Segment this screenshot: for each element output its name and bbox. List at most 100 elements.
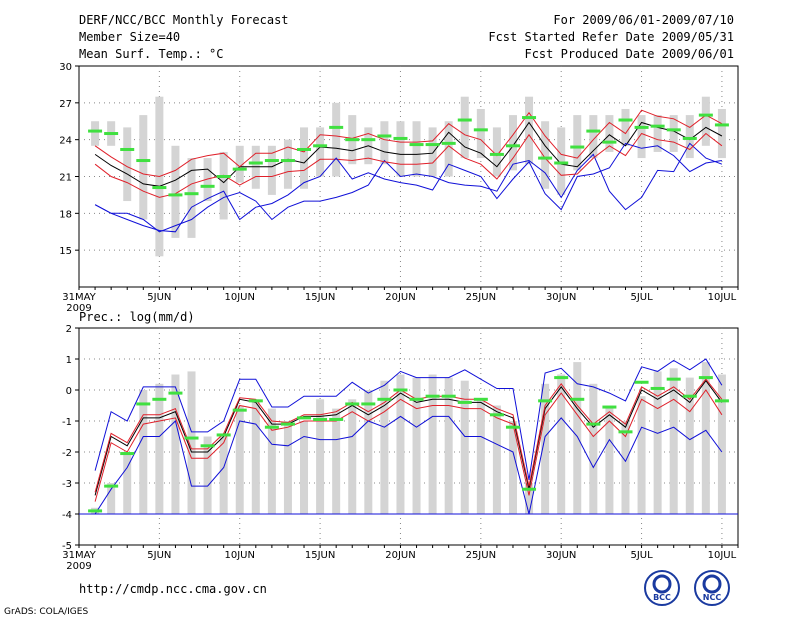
temp-xtick-label: 30JUN [546,292,576,303]
prec-xtick-label: 10JUL [708,550,737,561]
temp-ensemble-bar [412,121,421,177]
prec-median-mark [650,386,665,390]
temp-xtick-label: 25JUN [466,292,496,303]
prec-median-mark [329,417,344,421]
prec-median-mark [618,430,633,434]
prec-median-mark [666,377,681,381]
prec-series-min [94,415,723,515]
prec-ytick-label: -5 [62,541,72,552]
prec-median-mark [184,436,199,440]
prec-ensemble-bar [573,362,582,514]
prec-ensemble-bar [621,421,630,514]
prec-median-mark [104,484,119,488]
temp-year-label: 2009 [66,303,91,314]
prec-ensemble-bar [283,421,292,514]
prec-ensemble-bar [316,399,325,514]
prec-ensemble-bar [444,377,453,514]
prec-median-mark [682,394,697,398]
temp-series-lower_spread [94,132,723,198]
temp-median-mark [88,129,103,133]
prec-ensemble-bar [557,374,566,514]
temp-series-upper_spread [94,109,723,178]
temp-xtick-label: 20JUN [385,292,415,303]
temp-median-mark [361,138,376,142]
temp-median-mark [345,138,360,142]
temp-median-mark [200,184,215,188]
prec-median-mark [714,399,729,403]
prec-ensemble-bar [685,377,694,514]
bcc-logo-text: BCC [653,593,671,602]
prec-xtick-label: 10JUN [224,550,254,561]
temp-ensemble-bar [605,115,614,152]
prec-ensemble-bar [476,399,485,514]
prec-series-mean [94,379,723,496]
prec-ensemble-bar [412,377,421,514]
variable-label: Mean Surf. Temp.: °C [79,47,224,61]
temp-xtick-label: 5JUN [147,292,171,303]
prec-median-mark [473,397,488,401]
temp-ensemble-bar [460,96,469,159]
prec-median-mark [280,422,295,426]
footer-url[interactable]: http://cmdp.ncc.cma.gov.cn [79,582,267,596]
temp-median-mark [232,167,247,171]
temp-median-mark [393,136,408,140]
temp-median-mark [682,136,697,140]
prec-median-mark [232,408,247,412]
temp-median-mark [120,147,135,151]
prec-ensemble-bar [380,380,389,514]
prec-ensemble-bar [235,405,244,514]
prec-ensemble-bar [541,383,550,514]
temp-ensemble-bar [316,127,325,177]
prec-ensemble-bar [460,380,469,514]
temp-median-mark [666,128,681,132]
temp-ensemble-bar [717,108,726,159]
temp-median-mark [618,118,633,122]
prec-median-mark [457,400,472,404]
temp-ensemble-bar [219,151,228,220]
temp-median-mark [570,145,585,149]
prec-ensemble-bar [605,405,614,514]
prec-median-mark [361,402,376,406]
prec-median-mark [505,425,520,429]
prec-plot-frame [78,327,739,546]
temp-ensemble-bar [492,127,501,177]
prec-ensemble-bar [139,390,148,514]
temp-ensemble-bar [267,145,276,195]
prec-ytick-label: -3 [62,479,72,490]
temp-median-mark [634,125,649,129]
prec-xtick-label: 15JUN [305,550,335,561]
temp-series-mean [94,121,723,187]
prec-median-mark [602,405,617,409]
chart-title: DERF/NCC/BCC Monthly Forecast [79,13,289,27]
prec-median-mark [393,388,408,392]
prec-median-mark [216,433,231,437]
temp-ensemble-bar [123,127,132,202]
temp-ensemble-bar [300,127,309,189]
prec-median-mark [88,509,103,513]
prec-ensemble-bar [300,421,309,514]
temp-ensemble-bar [573,115,582,171]
prec-median-mark [538,399,553,403]
prec-median-mark [200,444,215,448]
prec-ytick-label: -4 [62,510,72,521]
temp-median-mark [152,186,167,190]
prec-ensemble-bar [348,399,357,514]
temp-median-mark [489,152,504,156]
prec-ensemble-bar [589,383,598,514]
temp-median-mark [554,161,569,165]
member-size: Member Size=40 [79,30,181,44]
temp-ensemble-bar [589,115,598,159]
temp-ensemble-bar [508,115,517,171]
prec-ensemble-bar [251,399,260,514]
temp-median-mark [602,140,617,144]
prec-ensemble-bar [332,408,341,514]
prec-median-mark [698,376,713,380]
prec-median-mark [168,391,183,395]
temp-ensemble-bar [91,121,100,146]
temp-ensemble-bar [557,127,566,195]
prec-year-label: 2009 [66,561,91,572]
temp-median-mark [538,156,553,160]
prec-ensemble-bar [396,374,405,514]
prec-series-upper_spread [94,378,723,493]
temp-median-mark [586,129,601,133]
